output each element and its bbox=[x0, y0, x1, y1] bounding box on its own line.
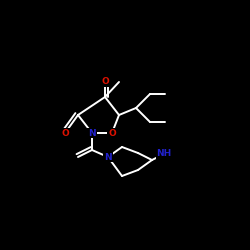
Text: O: O bbox=[61, 128, 69, 138]
Text: O: O bbox=[108, 128, 116, 138]
Text: N: N bbox=[104, 152, 112, 162]
Text: NH: NH bbox=[156, 150, 172, 158]
Text: N: N bbox=[88, 128, 96, 138]
Text: O: O bbox=[101, 78, 109, 86]
